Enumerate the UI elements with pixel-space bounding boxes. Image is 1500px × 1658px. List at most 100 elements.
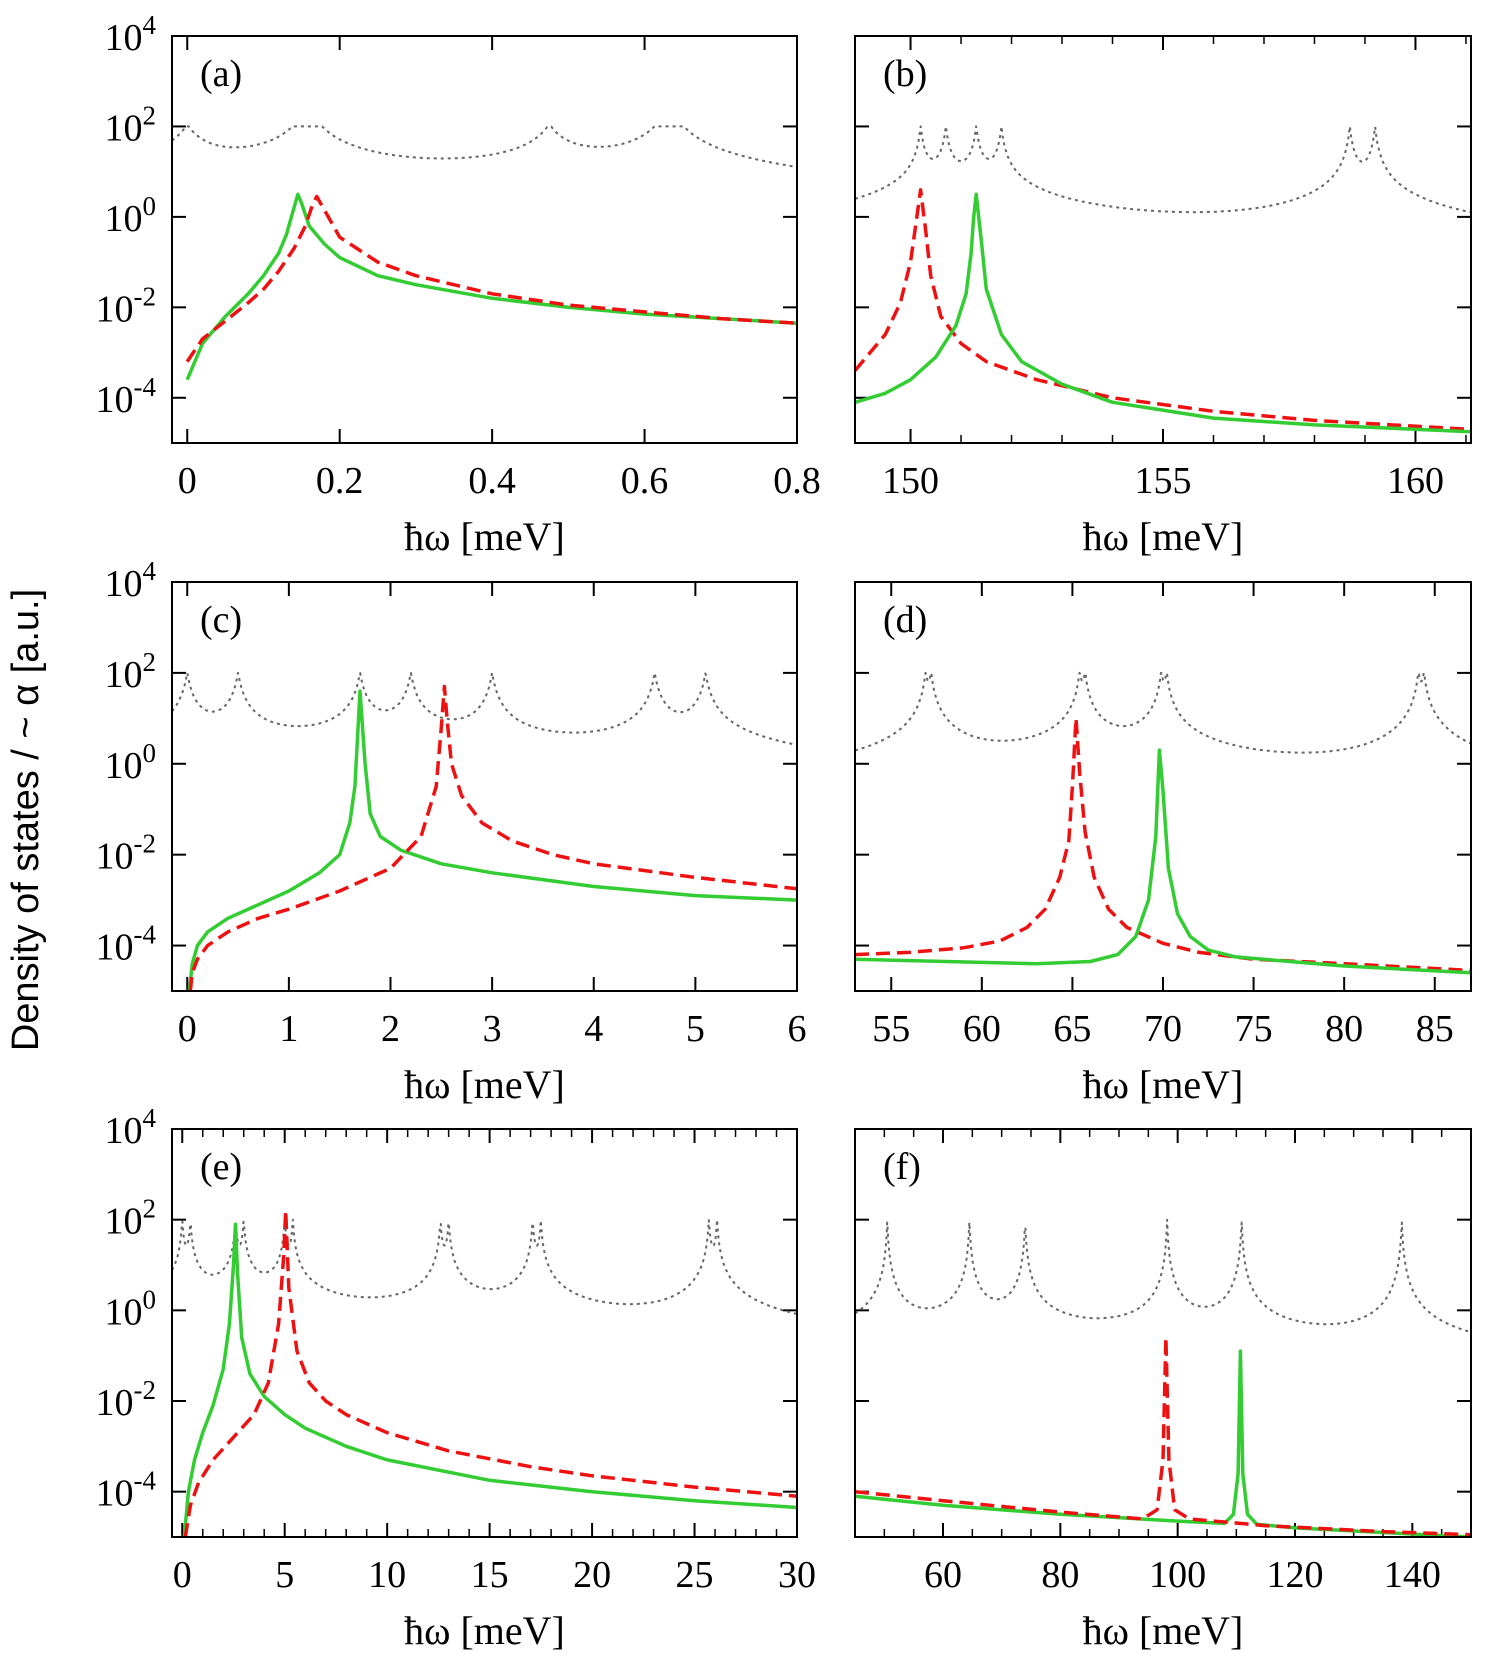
x-tick-label: 0.8 (773, 460, 821, 502)
y-tick-label: 104 (105, 10, 157, 59)
solid-series-line (855, 1349, 1471, 1537)
dotted-series-line (855, 125, 1471, 214)
plot-frame (171, 1128, 798, 1538)
y-tick-base: 10 (105, 17, 143, 59)
y-tick-base: 10 (105, 1201, 143, 1243)
y-tick-base: 10 (105, 563, 143, 605)
plot-area (172, 1208, 797, 1537)
x-tick-label: 6 (788, 1008, 807, 1050)
y-tick-exponent: -2 (134, 829, 157, 859)
y-tick-base: 10 (96, 288, 134, 330)
y-tick-base: 10 (96, 1382, 134, 1424)
plot-frame (854, 581, 1472, 992)
x-tick-label: 70 (1144, 1008, 1182, 1050)
y-tick-base: 10 (96, 1473, 134, 1515)
dashed-series-line (188, 684, 797, 991)
dashed-series-line (185, 194, 797, 363)
panel-f: 60 80 100 120 140 (f) ħω [meV] (854, 1128, 1472, 1653)
y-tick-base: 10 (96, 836, 134, 878)
solid-series-line (855, 192, 1471, 434)
x-tick-label: 0.2 (316, 460, 364, 502)
y-tick-exponent: 4 (143, 1103, 157, 1133)
dotted-series-line (172, 1218, 797, 1315)
x-axis-label: ħω [meV] (1083, 514, 1244, 559)
y-tick-label: 10-2 (96, 829, 157, 878)
x-axis-label: ħω [meV] (404, 1062, 565, 1107)
panel-d: 55 60 65 70 75 80 85 (d) ħω [meV] (854, 581, 1472, 1107)
x-tick-label: 55 (872, 1008, 910, 1050)
x-tick-label: 3 (483, 1008, 502, 1050)
x-axis-label: ħω [meV] (404, 514, 565, 559)
x-tick-label: 1 (279, 1008, 298, 1050)
x-axis-label: ħω [meV] (404, 1608, 565, 1653)
y-tick-base: 10 (105, 1291, 143, 1333)
panel-b: 150 155 160 (b) ħω [meV] (854, 35, 1472, 559)
solid-series-line (182, 1222, 797, 1537)
x-tick-label: 30 (778, 1554, 816, 1596)
x-tick-label: 85 (1416, 1008, 1454, 1050)
plot-area (855, 1218, 1471, 1537)
y-tick-label: 10-2 (96, 281, 157, 330)
panel-label: (d) (883, 599, 927, 641)
x-tick-label: 75 (1235, 1008, 1273, 1050)
y-tick-label: 10-4 (96, 920, 157, 969)
x-tick-label: 10 (368, 1554, 406, 1596)
x-tick-label: 0.4 (468, 460, 516, 502)
plot-frame (854, 1128, 1472, 1538)
x-tick-label: 100 (1149, 1554, 1206, 1596)
plot-area (172, 125, 797, 381)
y-tick-label: 104 (105, 556, 157, 605)
y-tick-exponent: -2 (134, 281, 157, 311)
plot-area (172, 671, 797, 991)
x-tick-label: 150 (882, 460, 939, 502)
dotted-series-line (855, 1218, 1471, 1334)
dashed-series-line (183, 1208, 797, 1537)
y-tick-exponent: -4 (134, 920, 157, 950)
x-tick-label: 20 (573, 1554, 611, 1596)
y-tick-label: 100 (105, 738, 157, 787)
y-tick-label: 102 (105, 1194, 157, 1243)
y-tick-exponent: -4 (134, 372, 157, 402)
x-tick-label: 0.6 (621, 460, 669, 502)
x-tick-label: 120 (1267, 1554, 1324, 1596)
dashed-series-line (855, 1335, 1471, 1537)
solid-series-line (185, 192, 797, 381)
x-tick-label: 4 (584, 1008, 603, 1050)
x-tick-label: 140 (1384, 1554, 1441, 1596)
y-tick-exponent: 0 (143, 191, 157, 221)
y-tick-exponent: 2 (143, 647, 157, 677)
plot-frame (854, 35, 1472, 444)
dotted-series-line (172, 671, 797, 746)
y-tick-exponent: -2 (134, 1375, 157, 1405)
x-axis-label: ħω [meV] (1083, 1608, 1244, 1653)
x-tick-label: 65 (1053, 1008, 1091, 1050)
dashed-series-line (855, 716, 1471, 973)
x-tick-label: 80 (1041, 1554, 1079, 1596)
y-tick-exponent: 4 (143, 10, 157, 40)
plot-frame (171, 581, 798, 992)
y-tick-label: 10-4 (96, 372, 157, 421)
x-axis-label: ħω [meV] (1083, 1062, 1244, 1107)
plot-area (855, 671, 1471, 975)
y-tick-base: 10 (105, 654, 143, 696)
plot-area (855, 125, 1471, 434)
y-tick-base: 10 (105, 745, 143, 787)
x-tick-label: 0 (178, 1008, 197, 1050)
solid-series-line (855, 748, 1471, 975)
dotted-series-line (172, 125, 797, 168)
y-tick-label: 102 (105, 100, 157, 149)
x-tick-label: 15 (471, 1554, 509, 1596)
x-tick-label: 60 (924, 1554, 962, 1596)
y-tick-exponent: 0 (143, 1284, 157, 1314)
y-tick-exponent: -4 (134, 1466, 157, 1496)
panel-label: (c) (200, 599, 242, 641)
panel-label: (e) (200, 1146, 242, 1188)
x-tick-label: 5 (686, 1008, 705, 1050)
y-tick-label: 102 (105, 647, 157, 696)
x-tick-label: 60 (963, 1008, 1001, 1050)
